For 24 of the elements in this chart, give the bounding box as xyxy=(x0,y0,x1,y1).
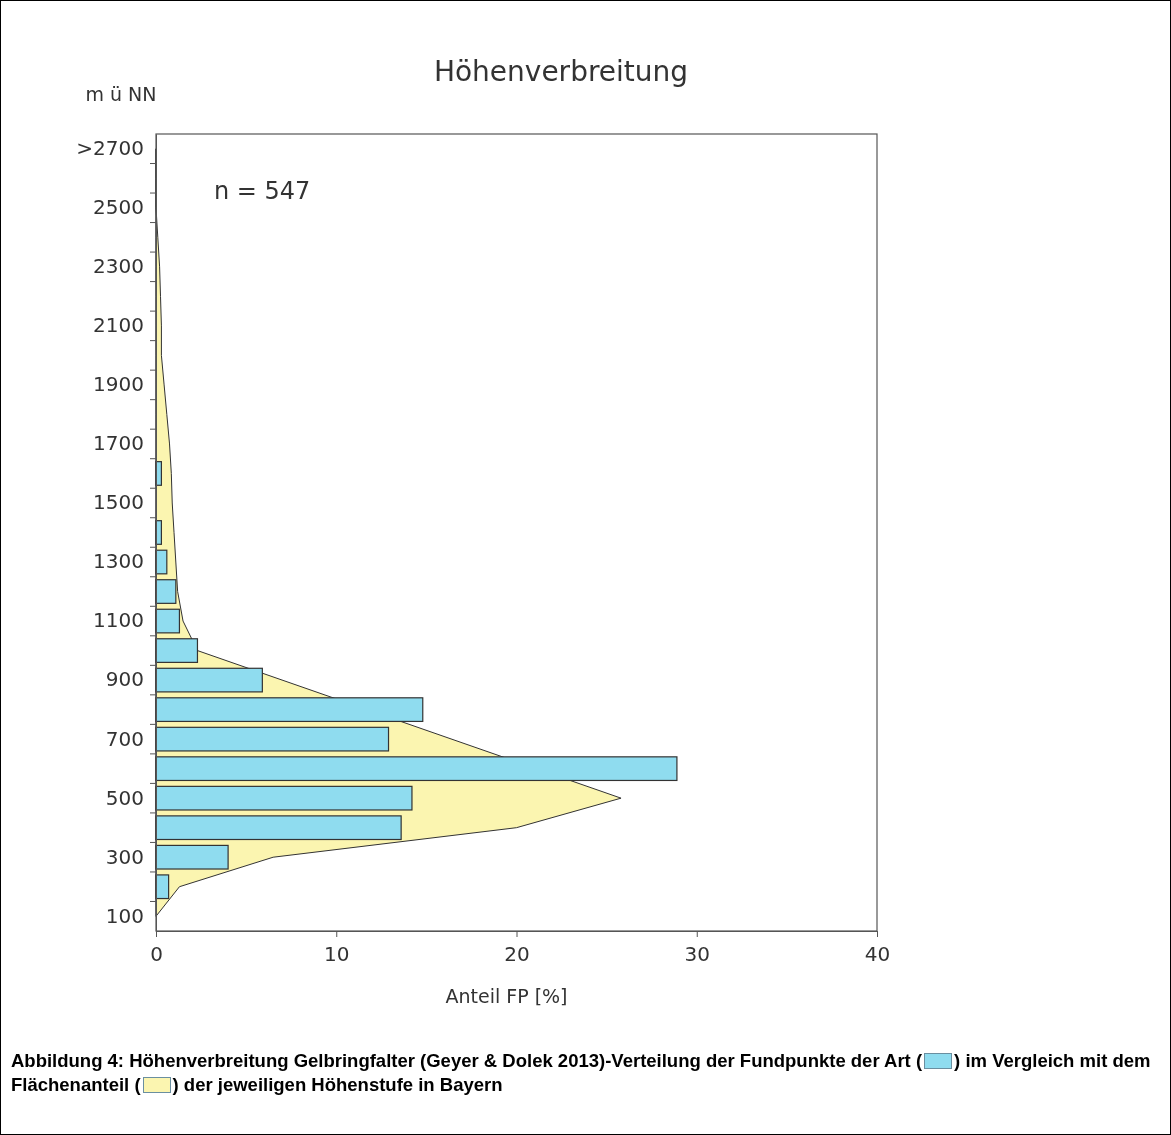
y-tick-label: 100 xyxy=(105,903,144,928)
x-tick-label: 10 xyxy=(324,942,350,967)
y-tick-label: 1500 xyxy=(93,490,144,515)
x-tick-label: 30 xyxy=(684,942,710,967)
y-tick-label: >2700 xyxy=(76,136,144,161)
x-tick-label: 40 xyxy=(864,942,891,967)
y-tick-label: 1700 xyxy=(93,431,144,456)
y-tick-label: 900 xyxy=(105,667,144,692)
y-tick-label: 500 xyxy=(105,785,144,810)
x-axis-title: Anteil FP [%] xyxy=(445,985,568,1007)
annotation: n = 547 xyxy=(214,177,311,205)
chart-title: Höhenverbreitung xyxy=(433,55,689,88)
y-tick-label: 700 xyxy=(105,726,144,751)
y-axis-title: m ü NN xyxy=(85,83,157,105)
y-tick-label: 300 xyxy=(105,844,144,869)
y-tick-label: 1100 xyxy=(93,608,144,633)
x-tick-label: 0 xyxy=(150,942,163,967)
x-tick-label: 20 xyxy=(504,942,530,967)
y-tick-label: 2300 xyxy=(93,254,144,279)
y-tick-label: 1300 xyxy=(93,549,144,574)
y-tick-label: 2500 xyxy=(93,195,144,220)
text: Abbildung 4: Höhenverbreitung Gelbringfalter (Geyer & Dolek 2013)-Verteilung der Fundpunkte der Art ( ) im Vergleich mit dem Flächenanteil ( ) der jeweiligen Höhenstufe in Bayern xyxy=(11,1050,1151,1095)
y-tick-label: 2100 xyxy=(93,313,144,338)
y-tick-label: 1900 xyxy=(93,372,144,397)
